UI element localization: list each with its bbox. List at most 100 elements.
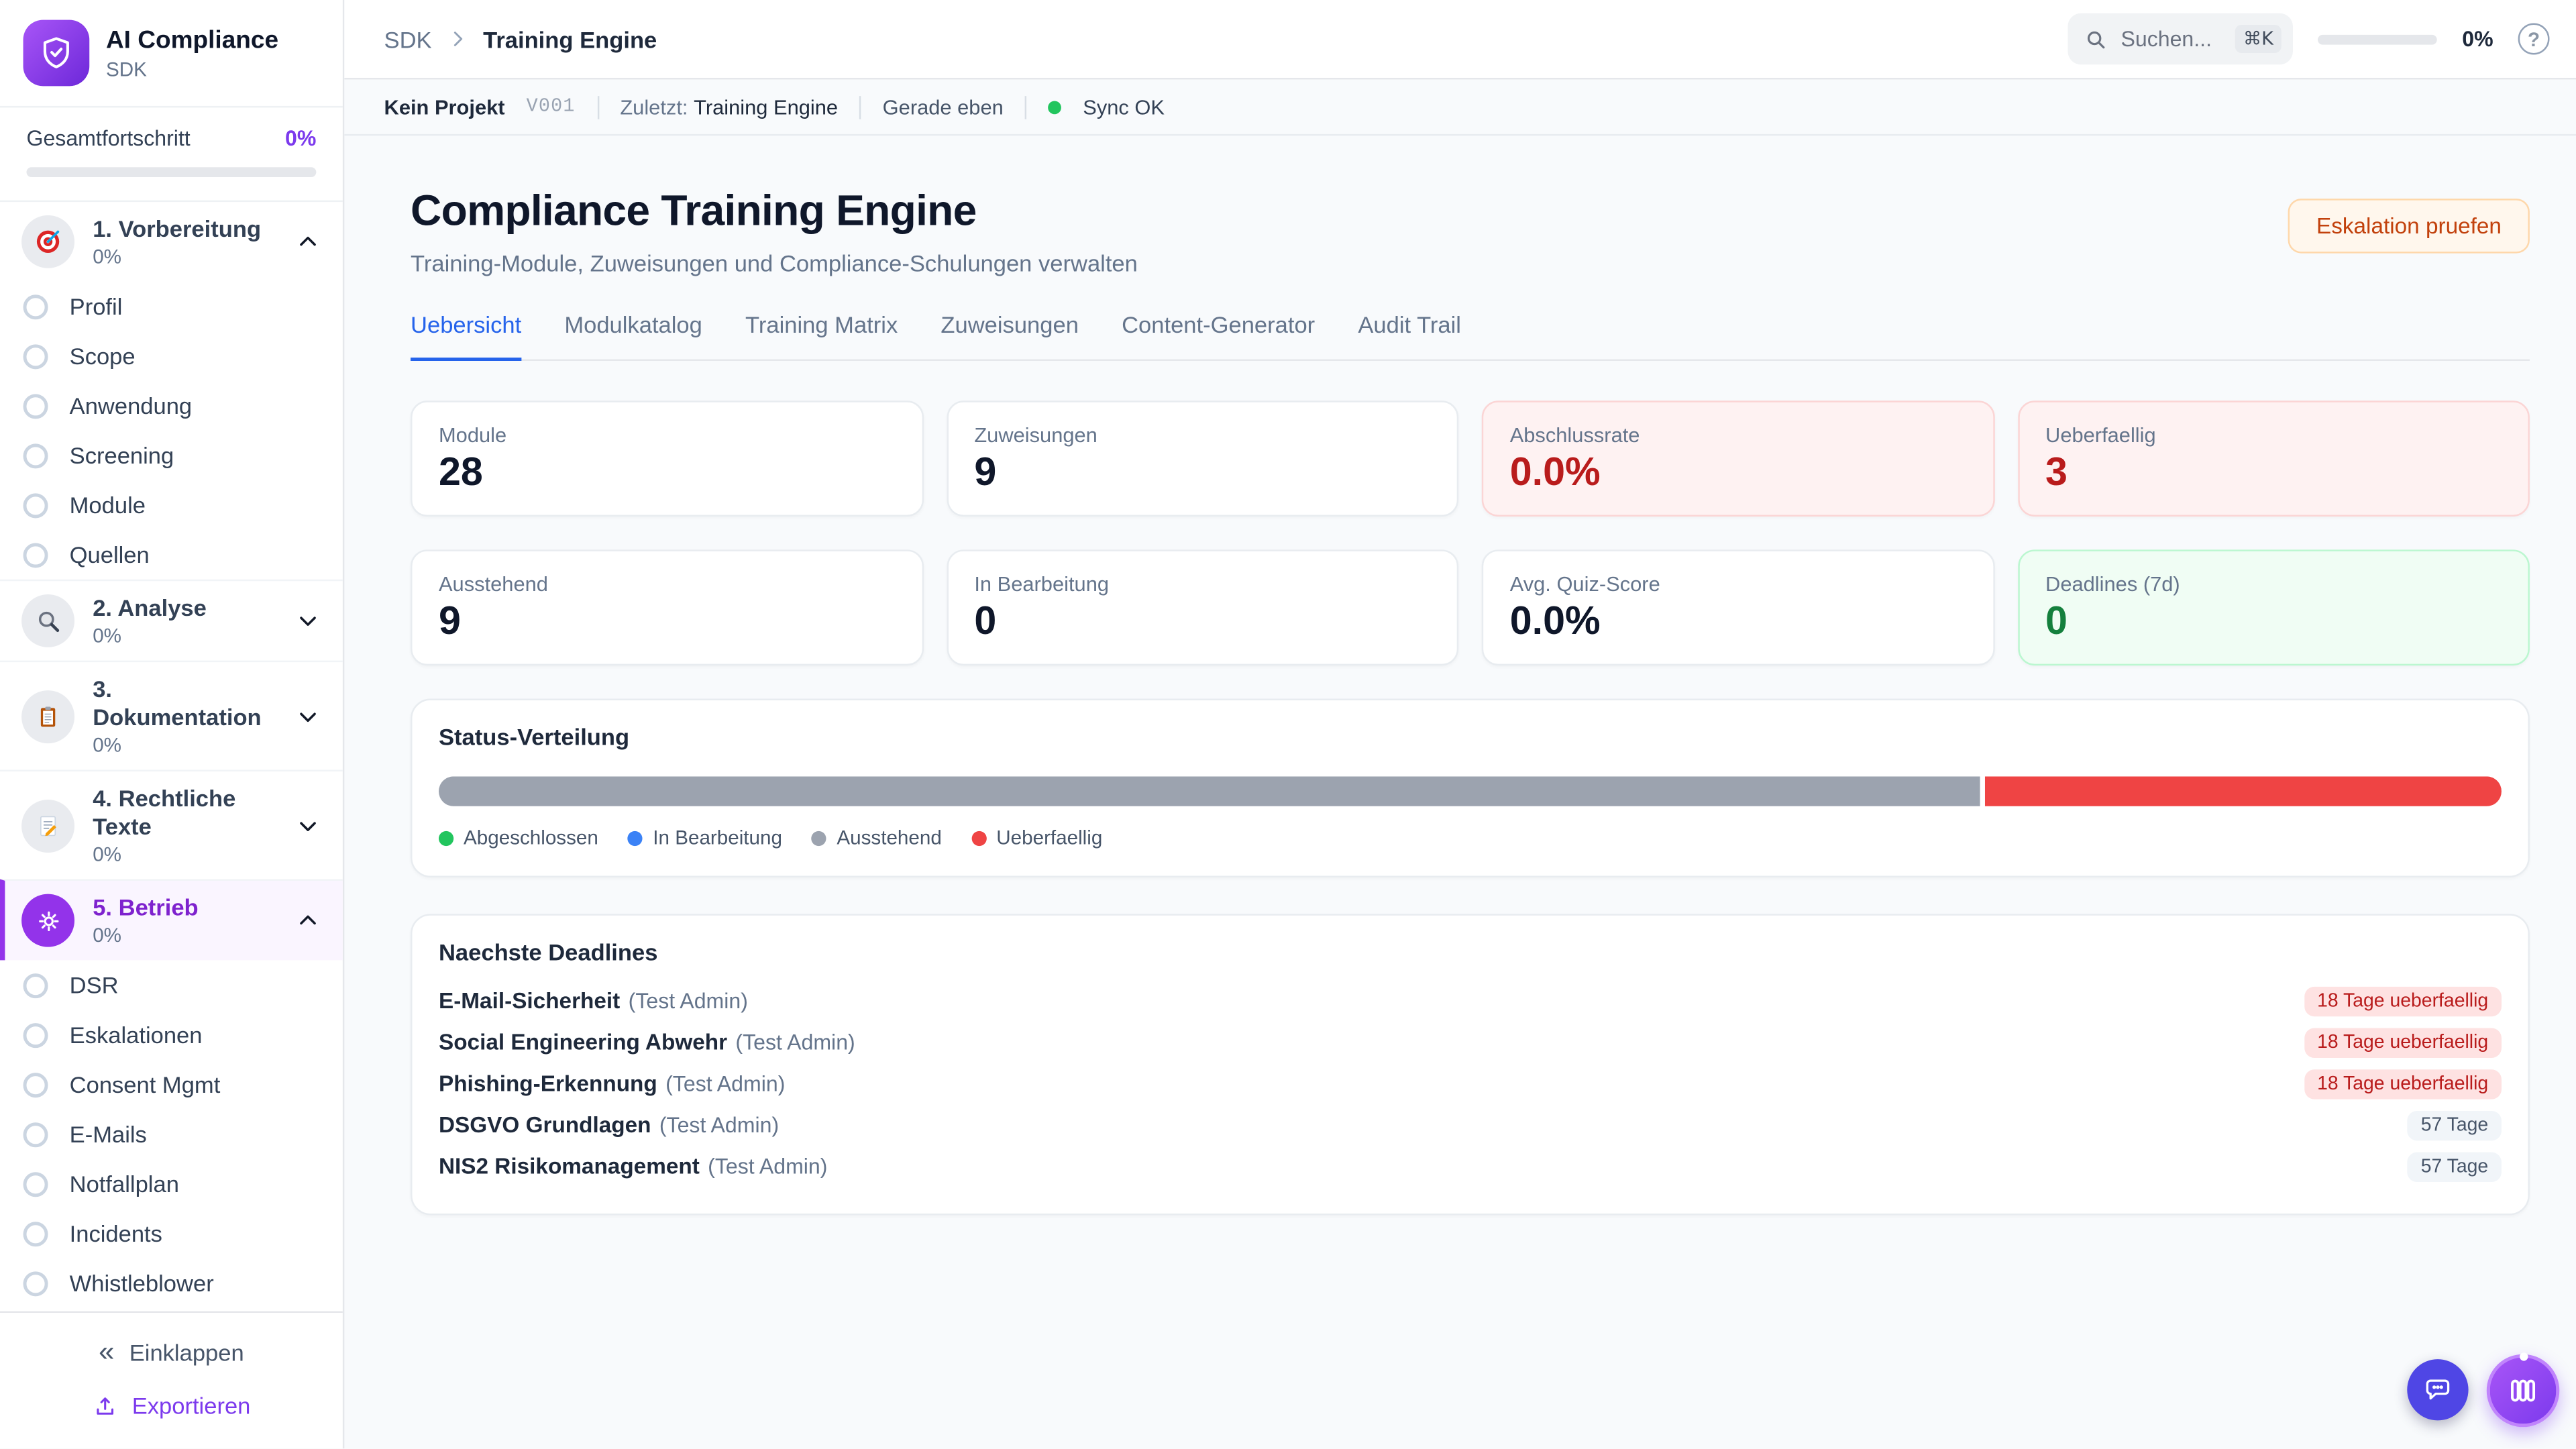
- segment-ausstehend: [438, 776, 1980, 806]
- status-circle-icon: [23, 1171, 48, 1197]
- deadline-row-dsgvo-grundlagen: DSGVO Grundlagen (Test Admin) 57 Tage: [439, 1104, 2502, 1146]
- status-circle-icon: [23, 1271, 48, 1296]
- breadcrumb-root[interactable]: SDK: [384, 25, 432, 52]
- sidebar-section-3-dokumentation[interactable]: 3. Dokumentation 0%: [0, 660, 343, 770]
- deadline-module-name: NIS2 Risikomanagement: [438, 1152, 700, 1178]
- export-icon: [92, 1393, 117, 1418]
- chevron-right-icon: [447, 28, 468, 50]
- stat-cards: Module 28 Zuweisungen 9 Abschlussrate 0.0% Ueb…: [411, 400, 2530, 666]
- deadline-assignee: (Test Admin): [735, 1028, 855, 1054]
- sidebar-section-2-analyse[interactable]: 2. Analyse 0%: [0, 579, 343, 661]
- stat-card-abschlussrate: Abschlussrate 0.0%: [1481, 400, 1994, 517]
- sidebar-section-5-betrieb[interactable]: 5. Betrieb 0%: [0, 879, 343, 961]
- section-label: 2. Analyse: [93, 594, 207, 621]
- section-text: 5. Betrieb 0%: [93, 894, 278, 947]
- sidebar-footer: « Einklappen Exportieren: [0, 1311, 343, 1449]
- section-label: 3. Dokumentation: [93, 675, 262, 731]
- item-label: Module: [69, 491, 146, 519]
- stat-label: In Bearbeitung: [974, 572, 1110, 596]
- status-bar: Kein Projekt V001 Zuletzt: Training Engi…: [344, 79, 2576, 136]
- sidebar-item-profil[interactable]: Profil: [0, 282, 343, 331]
- project-name: Kein Projekt: [384, 95, 505, 119]
- double-chevron-left-icon: «: [99, 1336, 115, 1368]
- chat-fab[interactable]: [2407, 1359, 2469, 1421]
- deadline-rows: E-Mail-Sicherheit (Test Admin) 18 Tage ueb…: [439, 980, 2502, 1187]
- sidebar-item-dsr[interactable]: DSR: [0, 960, 343, 1010]
- gear-icon: [21, 894, 75, 947]
- deadline-assignee: (Test Admin): [665, 1070, 786, 1095]
- stat-label: Zuweisungen: [974, 423, 1097, 447]
- status-circle-icon: [23, 972, 48, 998]
- sidebar-item-notfallplan[interactable]: Notfallplan: [0, 1159, 343, 1209]
- deadline-assignee: (Test Admin): [659, 1112, 780, 1137]
- sidebar-item-screening[interactable]: Screening: [0, 431, 343, 480]
- breadcrumb: SDK Training Engine: [384, 25, 657, 52]
- overall-progress: Gesamtfortschritt 0%: [0, 107, 343, 203]
- help-icon[interactable]: ?: [2518, 23, 2550, 55]
- sidebar-item-e-mails[interactable]: E-Mails: [0, 1109, 343, 1159]
- breadcrumb-current: Training Engine: [483, 25, 657, 52]
- sidebar: AI Compliance SDK Gesamtfortschritt 0% 1…: [0, 0, 345, 1449]
- legend-dot-icon: [812, 830, 827, 845]
- sidebar-item-incidents[interactable]: Incidents: [0, 1209, 343, 1258]
- tab-audit-trail[interactable]: Audit Trail: [1358, 311, 1461, 338]
- tab-zuweisungen[interactable]: Zuweisungen: [941, 311, 1079, 338]
- sidebar-item-module[interactable]: Module: [0, 480, 343, 530]
- app-subtitle: SDK: [105, 57, 147, 80]
- sidebar-item-whistleblower[interactable]: Whistleblower: [0, 1258, 343, 1308]
- page-heading-block: Compliance Training Engine Training-Modu…: [411, 185, 1138, 276]
- legend-ueberfaellig: Ueberfaellig: [971, 826, 1102, 849]
- search-kbd-badge: ⌘K: [2235, 25, 2282, 53]
- search-input[interactable]: Suchen... ⌘K: [2068, 13, 2294, 65]
- tab-modulkatalog[interactable]: Modulkatalog: [564, 311, 702, 338]
- tab-content-generator[interactable]: Content-Generator: [1122, 311, 1316, 338]
- sidebar-section-4-rechtliche-texte[interactable]: 4. Rechtliche Texte 0%: [0, 769, 343, 879]
- check-escalation-button[interactable]: Eskalation pruefen: [2288, 199, 2530, 254]
- sidebar-item-consent-mgmt[interactable]: Consent Mgmt: [0, 1059, 343, 1109]
- target-icon: [21, 215, 75, 268]
- sidebar-item-anwendung[interactable]: Anwendung: [0, 381, 343, 431]
- legend-label: Ueberfaellig: [996, 826, 1103, 850]
- deadline-row-e-mail-sicherheit: E-Mail-Sicherheit (Test Admin) 18 Tage ueb…: [439, 980, 2502, 1022]
- sidebar-item-quellen[interactable]: Quellen: [0, 530, 343, 580]
- deadline-row-phishing-erkennung: Phishing-Erkennung (Test Admin) 18 Tage ue…: [439, 1063, 2502, 1104]
- deadline-module-name: Phishing-Erkennung: [438, 1070, 657, 1095]
- stat-value: 0.0%: [1509, 599, 1601, 645]
- right-pane: SDK Training Engine Suchen... ⌘K 0% ?: [344, 0, 2576, 1448]
- sidebar-item-eskalationen[interactable]: Eskalationen: [0, 1010, 343, 1059]
- columns-fab[interactable]: [2486, 1352, 2560, 1428]
- sidebar-item-scope[interactable]: Scope: [0, 331, 343, 381]
- stat-card-ausstehend: Ausstehend 9: [411, 549, 923, 666]
- page-header: Compliance Training Engine Training-Modu…: [411, 185, 2530, 276]
- divider: [596, 95, 599, 119]
- item-label: Notfallplan: [69, 1170, 179, 1197]
- chevron-down-icon: [297, 704, 320, 728]
- section-label: 1. Vorbereitung: [93, 215, 262, 242]
- section-progress: 0%: [93, 733, 122, 757]
- stat-card-in-bearbeitung: In Bearbeitung 0: [946, 549, 1459, 666]
- tab-training-matrix[interactable]: Training Matrix: [745, 311, 898, 338]
- stat-card-deadlines-7d: Deadlines (7d) 0: [2017, 549, 2530, 666]
- sidebar-section-1-vorbereitung[interactable]: 1. Vorbereitung 0%: [0, 202, 343, 281]
- overall-progress-track: [26, 167, 317, 178]
- deadline-row-social-engineering-abwehr: Social Engineering Abwehr (Test Admin) 18 …: [439, 1022, 2502, 1063]
- legend-label: Ausstehend: [837, 826, 942, 850]
- item-label: E-Mails: [69, 1120, 147, 1148]
- status-distribution-title: Status-Verteilung: [438, 723, 630, 750]
- stat-card-ueberfaellig: Ueberfaellig 3: [2017, 400, 2530, 517]
- stat-value: 0.0%: [1509, 450, 1601, 495]
- collapse-sidebar-button[interactable]: « Einklappen: [0, 1331, 343, 1374]
- topbar-right: Suchen... ⌘K 0% ?: [2068, 13, 2550, 65]
- segment-ueberfaellig: [1985, 776, 2502, 806]
- sync-time: Gerade eben: [882, 95, 1004, 119]
- item-label: Eskalationen: [69, 1021, 203, 1049]
- legend-abgeschlossen: Abgeschlossen: [438, 826, 598, 849]
- magnifier-icon: [21, 594, 75, 647]
- main-content: Compliance Training Engine Training-Modu…: [344, 136, 2576, 1448]
- tab-uebersicht[interactable]: Uebersicht: [411, 311, 522, 361]
- stat-label: Module: [438, 423, 507, 447]
- overall-progress-value: 0%: [284, 125, 317, 151]
- columns-icon: [2506, 1374, 2539, 1407]
- export-button[interactable]: Exportieren: [0, 1384, 343, 1427]
